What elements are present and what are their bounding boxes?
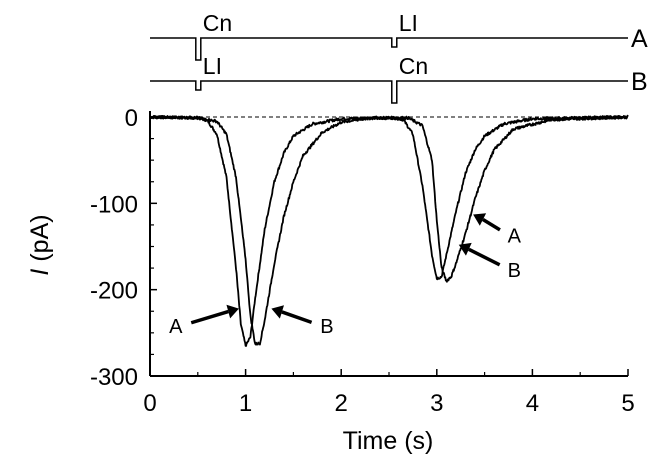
y-tick-label: -300	[90, 364, 138, 391]
series-A-trace	[149, 115, 629, 347]
series-B-trace	[149, 114, 629, 346]
protocol-event-label: LI	[203, 53, 222, 79]
annotation-label-B: B	[508, 260, 521, 282]
protocol-trace-A	[150, 37, 628, 61]
stimulus-protocol: Cn LI A LI Cn B	[150, 10, 648, 104]
y-axis-title-unit: (pA)	[26, 214, 54, 268]
plot-axes: 0 1 2 3 4 5 0 -100 -200 -300	[90, 105, 635, 417]
annotation-arrow-shaft	[281, 310, 313, 325]
protocol-row-label-A: A	[631, 25, 648, 53]
plot-annotations: A BAB	[169, 213, 522, 338]
x-tick-label: 3	[430, 390, 443, 417]
protocol-event-label: Cn	[203, 10, 232, 36]
annotation-arrow-head	[458, 242, 472, 256]
annotation-arrow-shaft	[190, 309, 229, 325]
annotation-label-A: A	[508, 225, 522, 247]
x-tick-label: 2	[335, 390, 348, 417]
y-axis-title-symbol: I	[26, 269, 54, 276]
annotation-label-A: A	[169, 316, 183, 338]
x-axis-title: Time (s)	[343, 427, 434, 455]
protocol-event-label: LI	[399, 10, 418, 36]
protocol-event-label: Cn	[399, 53, 428, 79]
y-tick-label: 0	[125, 105, 138, 132]
protocol-row-label-B: B	[631, 68, 648, 96]
annotation-arrow-head	[226, 304, 239, 319]
annotation-arrow-shaft	[482, 218, 501, 232]
x-tick-label: 4	[526, 390, 539, 417]
annotation-arrow-head	[473, 213, 487, 226]
protocol-trace-B	[150, 80, 628, 104]
x-tick-label: 1	[239, 390, 252, 417]
y-tick-label: -200	[90, 278, 138, 305]
annotation-label-B: B	[320, 316, 333, 338]
y-axis-title: I (pA)	[26, 214, 54, 275]
y-tick-label: -100	[90, 191, 138, 218]
x-tick-label: 5	[621, 390, 634, 417]
annotation-arrow-shaft	[468, 247, 501, 267]
x-tick-label: 0	[143, 390, 156, 417]
annotation-arrow-head	[271, 305, 284, 319]
plot-series	[149, 114, 629, 347]
